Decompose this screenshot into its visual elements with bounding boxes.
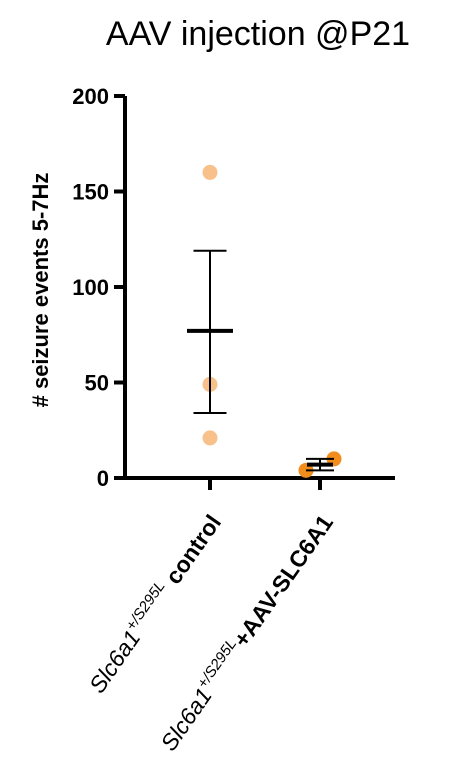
y-axis-label: # seizure events 5-7Hz: [28, 173, 53, 408]
y-tick-label: 0: [97, 466, 109, 491]
chart-title: AAV injection @P21: [106, 15, 410, 53]
data-point: [202, 430, 218, 446]
category-labels: Slc6a1+/S295L controlSlc6a1+/S295L+AAV-S…: [84, 510, 338, 756]
y-tick-label: 100: [72, 275, 109, 300]
y-tick-label: 50: [85, 371, 109, 396]
data-marks: [187, 164, 342, 478]
data-point: [202, 164, 218, 180]
y-tick-label: 200: [72, 84, 109, 109]
y-tick-label: 150: [72, 180, 109, 205]
y-ticks: 0 50 100 150 200: [72, 84, 125, 491]
axes: [123, 96, 395, 490]
